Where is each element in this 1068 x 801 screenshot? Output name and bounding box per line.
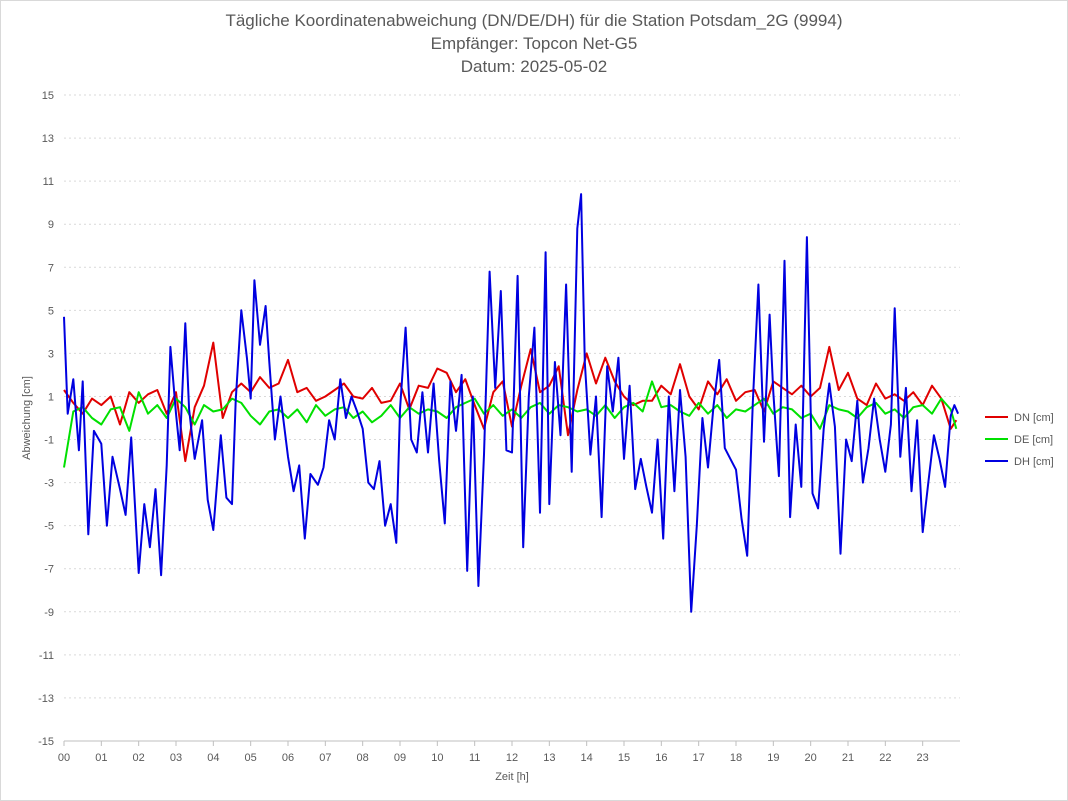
x-tick-label: 23 [917,752,929,764]
chart-subtitle-receiver: Empfänger: Topcon Net-G5 [430,34,638,53]
chart-title: Tägliche Koordinatenabweichung (DN/DE/DH… [225,11,843,30]
y-tick-label: 3 [48,348,54,360]
x-tick-label: 09 [394,752,406,764]
y-axis-label: Abweichung [cm] [21,376,33,460]
chart-subtitle-date: Datum: 2025-05-02 [460,57,608,76]
x-axis-label: Zeit [h] [495,771,529,783]
y-tick-label: 13 [42,133,54,145]
x-tick-label: 02 [133,752,145,764]
legend-label: DH [cm] [1014,456,1054,468]
x-tick-label: 21 [842,752,854,764]
x-tick-label: 15 [618,752,630,764]
y-tick-label: -1 [44,435,54,447]
x-tick-label: 17 [693,752,705,764]
x-tick-labels: 00 01 02 03 04 05 06 07 08 09 10 11 12 13 14 15 16 17 18 19… [58,741,929,764]
y-tick-label: 11 [43,176,54,188]
y-tick-label: -3 [44,478,54,490]
x-tick-label: 04 [207,752,219,764]
y-tick-labels: 15 13 11 9 7 5 3 1 -1 -3 -5 -7 -9 -11 -13 -15 [38,90,54,748]
x-tick-label: 18 [730,752,742,764]
x-tick-label: 13 [543,752,555,764]
legend-label: DN [cm] [1014,412,1054,424]
x-tick-label: 11 [469,752,480,764]
y-tick-label: 15 [42,90,54,102]
x-tick-label: 16 [655,752,667,764]
x-tick-label: 06 [282,752,294,764]
y-tick-label: -9 [44,607,54,619]
x-tick-label: 19 [767,752,779,764]
x-tick-label: 05 [245,752,257,764]
y-tick-label: -15 [38,736,54,748]
x-tick-label: 12 [506,752,518,764]
y-tick-label: -13 [38,693,54,705]
x-tick-label: 10 [431,752,443,764]
y-tick-label: 9 [48,219,54,231]
legend: DN [cm] DE [cm] DH [cm] [985,412,1054,468]
x-tick-label: 20 [805,752,817,764]
y-tick-label: -11 [39,650,54,662]
x-tick-label: 08 [357,752,369,764]
x-tick-label: 03 [170,752,182,764]
x-tick-label: 07 [319,752,331,764]
y-tick-label: -5 [44,521,54,533]
x-tick-label: 00 [58,752,70,764]
series-lines [63,193,960,613]
y-tick-label: -7 [44,564,54,576]
y-tick-label: 7 [48,262,54,274]
y-tick-label: 1 [48,391,54,403]
legend-label: DE [cm] [1014,434,1053,446]
y-tick-label: 5 [48,305,54,317]
x-tick-label: 14 [581,752,593,764]
x-tick-label: 22 [879,752,891,764]
series-line-dh [63,193,960,613]
x-tick-label: 01 [95,752,107,764]
